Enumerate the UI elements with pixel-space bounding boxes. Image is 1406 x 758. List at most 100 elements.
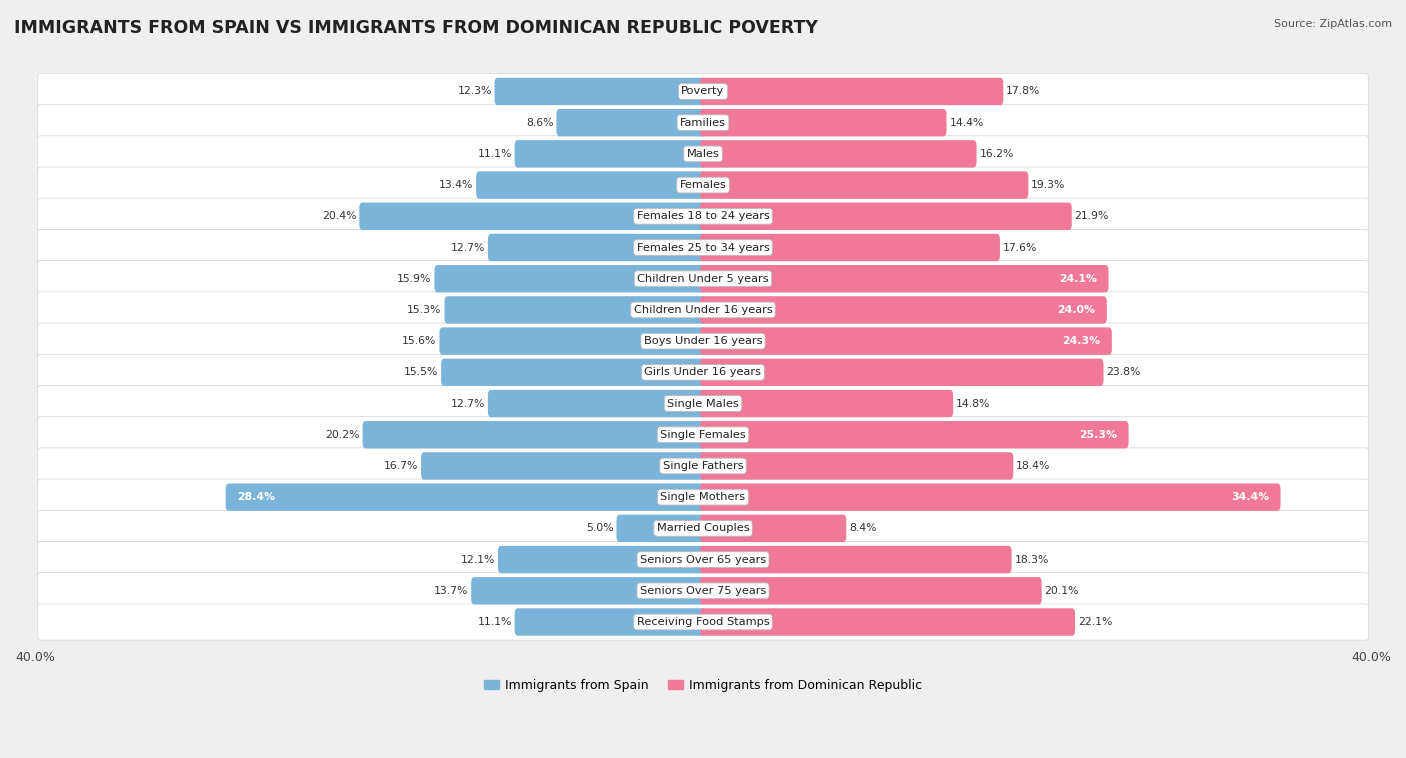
Text: 12.3%: 12.3%	[457, 86, 492, 96]
FancyBboxPatch shape	[360, 202, 706, 230]
Text: 15.9%: 15.9%	[398, 274, 432, 283]
Text: 21.9%: 21.9%	[1074, 211, 1109, 221]
FancyBboxPatch shape	[441, 359, 706, 386]
FancyBboxPatch shape	[440, 327, 706, 355]
Text: 15.6%: 15.6%	[402, 336, 437, 346]
FancyBboxPatch shape	[700, 202, 1071, 230]
Text: Families: Families	[681, 117, 725, 127]
Text: 13.7%: 13.7%	[434, 586, 468, 596]
FancyBboxPatch shape	[700, 359, 1104, 386]
FancyBboxPatch shape	[363, 421, 706, 449]
FancyBboxPatch shape	[471, 577, 706, 604]
Text: 8.6%: 8.6%	[526, 117, 554, 127]
FancyBboxPatch shape	[38, 448, 1368, 484]
FancyBboxPatch shape	[700, 577, 1042, 604]
FancyBboxPatch shape	[226, 484, 706, 511]
Text: 11.1%: 11.1%	[478, 149, 512, 159]
Text: IMMIGRANTS FROM SPAIN VS IMMIGRANTS FROM DOMINICAN REPUBLIC POVERTY: IMMIGRANTS FROM SPAIN VS IMMIGRANTS FROM…	[14, 19, 818, 37]
Text: Seniors Over 65 years: Seniors Over 65 years	[640, 555, 766, 565]
FancyBboxPatch shape	[38, 386, 1368, 421]
Text: 18.3%: 18.3%	[1015, 555, 1049, 565]
Text: Children Under 5 years: Children Under 5 years	[637, 274, 769, 283]
Text: 34.4%: 34.4%	[1232, 492, 1270, 502]
FancyBboxPatch shape	[616, 515, 706, 542]
FancyBboxPatch shape	[38, 167, 1368, 203]
Text: Source: ZipAtlas.com: Source: ZipAtlas.com	[1274, 19, 1392, 29]
FancyBboxPatch shape	[700, 608, 1076, 636]
Text: Seniors Over 75 years: Seniors Over 75 years	[640, 586, 766, 596]
FancyBboxPatch shape	[700, 233, 1000, 262]
FancyBboxPatch shape	[700, 546, 1012, 573]
Text: Single Fathers: Single Fathers	[662, 461, 744, 471]
Text: Single Mothers: Single Mothers	[661, 492, 745, 502]
FancyBboxPatch shape	[38, 323, 1368, 359]
FancyBboxPatch shape	[38, 292, 1368, 328]
FancyBboxPatch shape	[488, 390, 706, 417]
FancyBboxPatch shape	[38, 417, 1368, 453]
FancyBboxPatch shape	[700, 296, 1107, 324]
Text: 20.4%: 20.4%	[322, 211, 357, 221]
Text: Single Females: Single Females	[661, 430, 745, 440]
FancyBboxPatch shape	[498, 546, 706, 573]
Text: 24.0%: 24.0%	[1057, 305, 1095, 315]
Text: Poverty: Poverty	[682, 86, 724, 96]
FancyBboxPatch shape	[700, 484, 1281, 511]
Text: 15.3%: 15.3%	[408, 305, 441, 315]
Text: 17.6%: 17.6%	[1002, 243, 1038, 252]
FancyBboxPatch shape	[557, 109, 706, 136]
Text: 12.7%: 12.7%	[451, 399, 485, 409]
Text: Single Males: Single Males	[666, 399, 740, 409]
FancyBboxPatch shape	[38, 105, 1368, 141]
FancyBboxPatch shape	[700, 171, 1028, 199]
Text: Boys Under 16 years: Boys Under 16 years	[644, 336, 762, 346]
FancyBboxPatch shape	[38, 261, 1368, 297]
Text: Females: Females	[679, 180, 727, 190]
FancyBboxPatch shape	[38, 136, 1368, 172]
FancyBboxPatch shape	[420, 453, 706, 480]
FancyBboxPatch shape	[700, 390, 953, 417]
FancyBboxPatch shape	[38, 230, 1368, 265]
Text: Receiving Food Stamps: Receiving Food Stamps	[637, 617, 769, 627]
FancyBboxPatch shape	[515, 140, 706, 168]
FancyBboxPatch shape	[38, 74, 1368, 110]
Text: 11.1%: 11.1%	[478, 617, 512, 627]
Text: 5.0%: 5.0%	[586, 523, 613, 534]
FancyBboxPatch shape	[700, 140, 977, 168]
FancyBboxPatch shape	[38, 510, 1368, 547]
FancyBboxPatch shape	[495, 78, 706, 105]
Text: Females 25 to 34 years: Females 25 to 34 years	[637, 243, 769, 252]
Text: 14.8%: 14.8%	[956, 399, 990, 409]
Text: Children Under 16 years: Children Under 16 years	[634, 305, 772, 315]
FancyBboxPatch shape	[38, 354, 1368, 390]
FancyBboxPatch shape	[700, 515, 846, 542]
FancyBboxPatch shape	[700, 453, 1014, 480]
Text: 14.4%: 14.4%	[949, 117, 984, 127]
Text: 23.8%: 23.8%	[1107, 368, 1140, 377]
Text: 16.7%: 16.7%	[384, 461, 418, 471]
FancyBboxPatch shape	[700, 109, 946, 136]
FancyBboxPatch shape	[434, 265, 706, 293]
Text: 15.5%: 15.5%	[404, 368, 439, 377]
Text: 20.2%: 20.2%	[325, 430, 360, 440]
FancyBboxPatch shape	[444, 296, 706, 324]
FancyBboxPatch shape	[515, 608, 706, 636]
FancyBboxPatch shape	[700, 78, 1004, 105]
FancyBboxPatch shape	[477, 171, 706, 199]
Text: 24.3%: 24.3%	[1063, 336, 1101, 346]
Text: 8.4%: 8.4%	[849, 523, 876, 534]
FancyBboxPatch shape	[700, 265, 1108, 293]
Text: 24.1%: 24.1%	[1059, 274, 1097, 283]
Text: 19.3%: 19.3%	[1031, 180, 1066, 190]
Text: 18.4%: 18.4%	[1017, 461, 1050, 471]
Text: 28.4%: 28.4%	[238, 492, 276, 502]
Legend: Immigrants from Spain, Immigrants from Dominican Republic: Immigrants from Spain, Immigrants from D…	[479, 674, 927, 697]
FancyBboxPatch shape	[488, 233, 706, 262]
FancyBboxPatch shape	[38, 604, 1368, 640]
Text: Married Couples: Married Couples	[657, 523, 749, 534]
Text: 13.4%: 13.4%	[439, 180, 474, 190]
Text: 12.1%: 12.1%	[461, 555, 495, 565]
Text: 17.8%: 17.8%	[1007, 86, 1040, 96]
FancyBboxPatch shape	[38, 573, 1368, 609]
FancyBboxPatch shape	[700, 327, 1112, 355]
Text: 20.1%: 20.1%	[1045, 586, 1078, 596]
